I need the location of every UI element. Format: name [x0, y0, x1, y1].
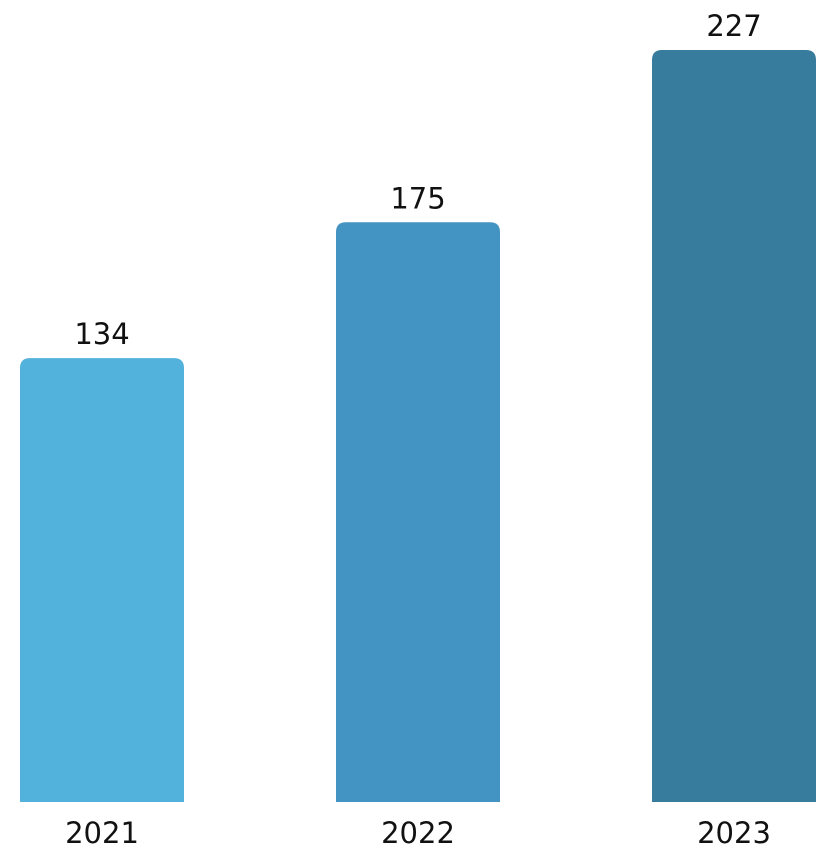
bar-2021 [20, 358, 184, 802]
x-tick-label-2021: 2021 [65, 816, 139, 850]
value-labels-group: 134 175 227 [74, 9, 761, 351]
x-axis-tick-labels: 2021 2022 2023 [65, 816, 771, 850]
x-tick-label-2023: 2023 [697, 816, 771, 850]
x-tick-label-2022: 2022 [381, 816, 455, 850]
value-label-2021: 134 [74, 317, 129, 351]
bar-2022 [336, 222, 500, 803]
value-label-2022: 175 [390, 181, 445, 215]
bar-2023 [652, 50, 816, 802]
value-label-2023: 227 [706, 9, 761, 43]
bars-group [20, 50, 816, 803]
